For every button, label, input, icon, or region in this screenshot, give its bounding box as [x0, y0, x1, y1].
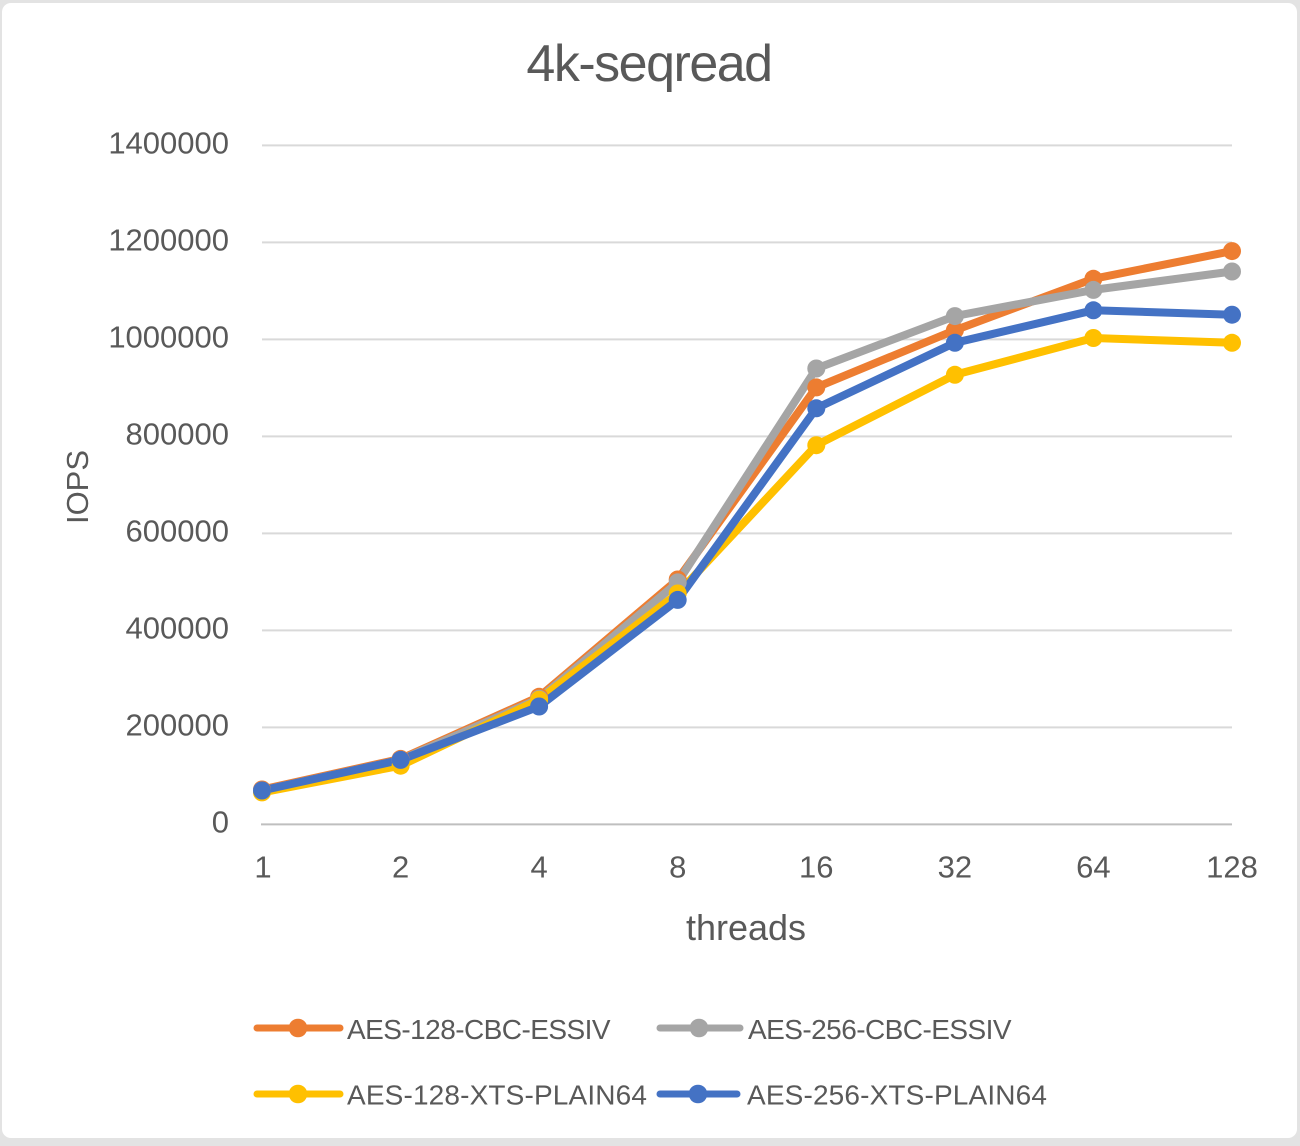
svg-text:AES-256-CBC-ESSIV: AES-256-CBC-ESSIV	[748, 1014, 1012, 1045]
svg-text:2: 2	[392, 849, 409, 884]
svg-text:4k-seqread: 4k-seqread	[526, 35, 771, 93]
svg-text:4: 4	[530, 849, 547, 884]
svg-text:1200000: 1200000	[108, 222, 229, 257]
svg-text:0: 0	[212, 804, 229, 839]
svg-text:IOPS: IOPS	[60, 450, 95, 524]
svg-text:16: 16	[799, 849, 833, 884]
svg-text:1000000: 1000000	[108, 319, 229, 354]
svg-text:400000: 400000	[126, 610, 229, 645]
svg-text:AES-128-CBC-ESSIV: AES-128-CBC-ESSIV	[347, 1014, 611, 1045]
svg-text:64: 64	[1076, 849, 1110, 884]
svg-text:8: 8	[669, 849, 686, 884]
svg-text:200000: 200000	[126, 707, 229, 742]
svg-text:32: 32	[938, 849, 972, 884]
svg-text:AES-256-XTS-PLAIN64: AES-256-XTS-PLAIN64	[747, 1080, 1047, 1111]
svg-text:1: 1	[254, 849, 271, 884]
svg-text:AES-128-XTS-PLAIN64: AES-128-XTS-PLAIN64	[347, 1080, 647, 1111]
svg-text:600000: 600000	[126, 513, 229, 548]
svg-text:1400000: 1400000	[108, 125, 229, 160]
svg-text:threads: threads	[686, 907, 806, 948]
svg-text:128: 128	[1206, 849, 1258, 884]
svg-text:800000: 800000	[126, 416, 229, 451]
